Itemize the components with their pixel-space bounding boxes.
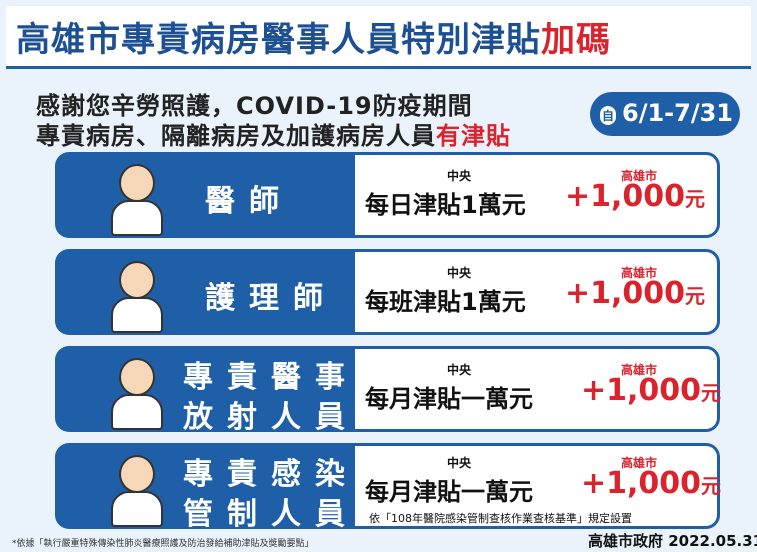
head (119, 261, 155, 299)
amount: +1,000 (581, 373, 702, 408)
allowance: 每班津貼1萬元 (365, 288, 526, 316)
city-label: 高雄市 (621, 363, 658, 377)
title-text: 高雄市專責病房醫事人員特別津貼 (16, 20, 541, 60)
row-note: 依「108年醫院感染管制查核作業查核基準」規定設置 (369, 512, 632, 525)
city-amount: +1,000元 (581, 373, 721, 408)
title-highlight: 加碼 (541, 20, 611, 60)
body (111, 394, 163, 430)
head (119, 455, 155, 493)
central-label: 中央 (447, 266, 472, 280)
allowance-panel: 中央每日津貼1萬元 高雄市 +1,000元 (352, 152, 720, 238)
role-panel: 專責感染 管制人員 (55, 443, 355, 532)
role-panel: 醫師 (55, 152, 355, 238)
subtitle-highlight: 有津貼 (436, 122, 511, 150)
allowance-panel: 中央每月津貼一萬元 高雄市 +1,000元依「108年醫院感染管制查核作業查核基準」… (352, 443, 721, 529)
footer-logo: 高雄市政府 2022.05.31 (588, 532, 757, 550)
city-amount: +1,000元 (565, 179, 705, 214)
city-label: 高雄市 (621, 169, 658, 183)
head (119, 164, 155, 202)
badge-date: 6/1-7/31 (622, 99, 733, 127)
unit: 元 (701, 474, 722, 498)
amount: +1,000 (581, 466, 702, 501)
unit: 元 (685, 187, 706, 211)
role-name: 專責醫事 (183, 360, 359, 395)
illustration (105, 162, 165, 236)
head (119, 358, 155, 396)
unit: 元 (685, 284, 706, 308)
illustration (105, 356, 165, 430)
badge-prefix: 自 (600, 106, 617, 125)
allowance-panel: 中央每班津貼1萬元 高雄市 +1,000元 (352, 249, 720, 335)
amount: +1,000 (565, 179, 686, 214)
allowance-panel: 中央每月津貼一萬元 高雄市 +1,000元 (352, 346, 721, 432)
illustration (105, 453, 165, 527)
title-bar (6, 6, 751, 69)
role-panel: 護理師 (55, 249, 355, 335)
central-label: 中央 (447, 456, 472, 470)
subtitle-2: 專責病房、隔離病房及加護病房人員有津貼 (36, 116, 511, 151)
body (111, 491, 163, 527)
allowance: 每日津貼1萬元 (365, 191, 526, 219)
body (111, 200, 163, 236)
role-name: 專責感染 (183, 457, 359, 492)
city-amount: +1,000元 (565, 276, 705, 311)
illustration (105, 259, 165, 333)
role-name: 醫師 (205, 184, 293, 219)
city-amount: +1,000元 (581, 466, 721, 501)
body (111, 297, 163, 333)
amount: +1,000 (565, 276, 686, 311)
allowance: 每月津貼一萬元 (365, 385, 533, 413)
title: 高雄市專責病房醫事人員特別津貼加碼 (16, 12, 611, 61)
role-name: 管制人員 (183, 497, 359, 532)
subtitle-1: 感謝您辛勞照護，COVID-19防疫期間 (36, 92, 473, 120)
unit: 元 (701, 381, 722, 405)
role-name: 放射人員 (183, 400, 359, 435)
date-badge: 自 6/1-7/31 (590, 92, 740, 136)
city-label: 高雄市 (621, 456, 658, 470)
central-label: 中央 (447, 169, 472, 183)
role-panel: 專責醫事 放射人員 (55, 346, 355, 435)
footer-note: *依據「執行嚴重特殊傳染性肺炎醫療照護及防治發給補助津貼及獎勵要點」 (12, 539, 314, 549)
role-name: 護理師 (205, 281, 337, 316)
allowance: 每月津貼一萬元 (365, 478, 533, 506)
city-label: 高雄市 (621, 266, 658, 280)
subtitle-text: 專責病房、隔離病房及加護病房人員 (36, 122, 436, 150)
central-label: 中央 (447, 363, 472, 377)
